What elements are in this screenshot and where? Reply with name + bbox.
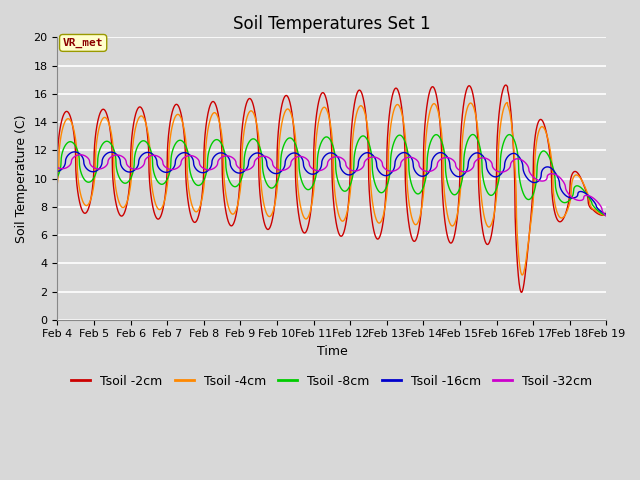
Line: Tsoil -32cm: Tsoil -32cm [58,155,606,216]
Tsoil -16cm [602,212,610,217]
Tsoil -4cm [602,212,610,218]
Tsoil -4cm [171,114,179,120]
Tsoil -16cm [54,168,61,174]
Tsoil -8cm [207,143,214,149]
X-axis label: Time: Time [317,345,348,358]
Tsoil -8cm [602,213,610,218]
Tsoil -8cm [602,213,610,218]
Tsoil -8cm [171,142,179,147]
Tsoil -8cm [469,132,477,137]
Tsoil -4cm [550,198,558,204]
Tsoil -8cm [395,132,403,138]
Tsoil -8cm [550,170,558,176]
Tsoil -32cm [172,166,179,172]
Tsoil -2cm [395,90,403,96]
Tsoil -4cm [602,212,610,218]
Text: VR_met: VR_met [63,38,104,48]
Tsoil -4cm [385,136,393,142]
Tsoil -8cm [54,174,61,180]
Tsoil -32cm [550,171,558,177]
Tsoil -2cm [385,112,393,118]
Tsoil -32cm [396,165,403,171]
Title: Soil Temperatures Set 1: Soil Temperatures Set 1 [233,15,431,33]
Tsoil -32cm [207,167,214,172]
Tsoil -4cm [518,272,526,278]
Tsoil -2cm [54,159,61,165]
Tsoil -2cm [602,210,610,216]
Tsoil -2cm [602,209,610,215]
Tsoil -4cm [207,115,214,121]
Tsoil -8cm [385,174,393,180]
Tsoil -16cm [550,168,558,174]
Legend: Tsoil -2cm, Tsoil -4cm, Tsoil -8cm, Tsoil -16cm, Tsoil -32cm: Tsoil -2cm, Tsoil -4cm, Tsoil -8cm, Tsoi… [67,370,597,393]
Tsoil -2cm [502,82,509,88]
Tsoil -4cm [395,103,403,108]
Tsoil -32cm [77,152,84,157]
Y-axis label: Soil Temperature (C): Soil Temperature (C) [15,114,28,243]
Tsoil -16cm [386,172,394,178]
Line: Tsoil -16cm: Tsoil -16cm [58,152,606,215]
Line: Tsoil -4cm: Tsoil -4cm [58,103,606,275]
Tsoil -2cm [171,102,179,108]
Tsoil -32cm [54,165,61,170]
Tsoil -32cm [602,214,610,219]
Tsoil -2cm [518,289,525,295]
Line: Tsoil -2cm: Tsoil -2cm [58,85,606,292]
Tsoil -32cm [602,213,610,219]
Tsoil -4cm [54,180,61,186]
Tsoil -16cm [602,212,610,217]
Tsoil -4cm [504,100,511,106]
Tsoil -16cm [172,161,179,167]
Line: Tsoil -8cm: Tsoil -8cm [58,134,606,216]
Tsoil -16cm [396,152,403,157]
Tsoil -2cm [207,101,214,107]
Tsoil -16cm [70,149,78,155]
Tsoil -16cm [207,164,214,170]
Tsoil -2cm [550,209,558,215]
Tsoil -32cm [386,168,394,174]
